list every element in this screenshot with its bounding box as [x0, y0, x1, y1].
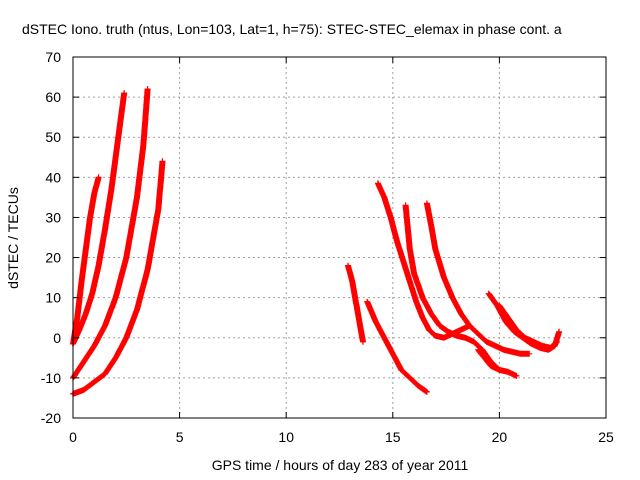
- series-9: [423, 200, 533, 357]
- y-tick-label: -10: [41, 370, 61, 386]
- y-tick-label: 60: [45, 89, 61, 105]
- x-tick-label: 10: [278, 429, 294, 445]
- series-5: [345, 262, 366, 345]
- chart-title: dSTEC Iono. truth (ntus, Lon=103, Lat=1,…: [22, 21, 562, 37]
- series-3: [70, 86, 151, 381]
- y-tick-label: -20: [41, 410, 61, 426]
- y-tick-label: 30: [45, 209, 61, 225]
- x-tick-label: 20: [492, 429, 508, 445]
- series-10: [485, 290, 563, 353]
- series-3-markers: [70, 86, 151, 381]
- series-6: [364, 298, 430, 395]
- y-tick-label: 10: [45, 290, 61, 306]
- plot-border: [72, 56, 607, 419]
- series-12-markers: [475, 346, 520, 379]
- series-10-markers: [485, 290, 563, 353]
- tick-labels: -20 -10 0 10 20 30 40 50 60 70 0 5 10 15 20 25: [41, 49, 614, 445]
- x-tick-label: 15: [385, 429, 401, 445]
- series-9-markers: [423, 200, 533, 357]
- series-5-markers: [345, 262, 366, 345]
- y-tick-label: 70: [45, 49, 61, 65]
- series-8-markers: [402, 202, 503, 373]
- y-tick-label: 50: [45, 129, 61, 145]
- series-8: [402, 202, 503, 373]
- series-11: [496, 302, 560, 351]
- series-11-markers: [496, 302, 560, 351]
- plot-frame: [72, 56, 607, 419]
- series-12: [475, 346, 520, 379]
- data-points: [70, 86, 563, 397]
- x-tick-label: 25: [598, 429, 614, 445]
- y-tick-label: 40: [45, 169, 61, 185]
- y-axis-label: dSTEC / TECUs: [5, 187, 21, 289]
- x-axis-label: GPS time / hours of day 283 of year 2011: [212, 457, 469, 473]
- x-tick-label: 5: [176, 429, 184, 445]
- series-7-markers: [374, 180, 473, 341]
- y-tick-label: 0: [53, 330, 61, 346]
- x-tick-label: 0: [69, 429, 77, 445]
- y-tick-label: 20: [45, 250, 61, 266]
- series-6-markers: [364, 298, 430, 395]
- series-7: [374, 180, 473, 341]
